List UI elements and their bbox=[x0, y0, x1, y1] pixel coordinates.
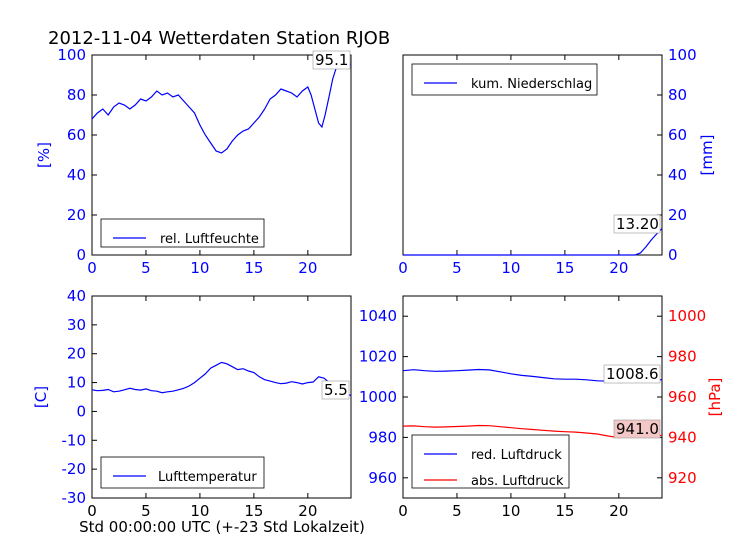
figure-title: 2012-11-04 Wetterdaten Station RJOB bbox=[48, 28, 390, 49]
annotation-box bbox=[312, 50, 351, 70]
y-tick-label-right: 0 bbox=[668, 246, 678, 264]
humidity-ylabel: [%] bbox=[35, 142, 53, 168]
temperature-ylabel: [C] bbox=[32, 386, 50, 408]
x-tick-label: 5 bbox=[452, 502, 462, 520]
y-tick-label: 40 bbox=[67, 166, 86, 184]
legend-label: kum. Niederschlag bbox=[471, 77, 592, 92]
y-tick-label-right: 100 bbox=[668, 46, 697, 64]
y-tick-label: 20 bbox=[67, 345, 86, 363]
y-tick-label: 60 bbox=[67, 126, 86, 144]
y-tick-label-right: 940 bbox=[668, 428, 697, 446]
humidity-panel: 0 5 10 15 20 0 20 40 60 80 100 [%] rel. Luftfeuchte 9… bbox=[35, 46, 352, 277]
x-tick-label: 5 bbox=[452, 259, 462, 277]
x-tick-label: 10 bbox=[190, 259, 209, 277]
figure-xlabel: Std 00:00:00 UTC (+-23 Std Lokalzeit) bbox=[79, 518, 365, 536]
temperature-line bbox=[91, 361, 352, 397]
y-tick-label-right: 980 bbox=[668, 348, 697, 366]
legend-label: abs. Luftdruck bbox=[471, 474, 564, 489]
annotation-box bbox=[613, 214, 661, 234]
y-tick-label: 1020 bbox=[359, 348, 397, 366]
legend-label: red. Luftdruck bbox=[471, 448, 562, 463]
annotation-label: 95.1 bbox=[315, 51, 348, 69]
pressure-panel: 0 5 10 15 20 960 980 1000 1020 1040 920 940 960 980 10… bbox=[359, 295, 724, 520]
humidity-frame bbox=[91, 54, 352, 256]
y-tick-label: 980 bbox=[368, 428, 397, 446]
x-tick-label: 10 bbox=[190, 502, 209, 520]
y-tick-label: 10 bbox=[67, 374, 86, 392]
y-tick-label-right: 60 bbox=[668, 126, 687, 144]
y-tick-label-right: 960 bbox=[668, 388, 697, 406]
y-tick-label: 80 bbox=[67, 86, 86, 104]
y-tick-label: -20 bbox=[62, 460, 87, 478]
y-tick-label: -30 bbox=[62, 489, 87, 507]
annotation-label: 941.0 bbox=[616, 420, 659, 438]
legend-box bbox=[100, 456, 265, 489]
y-tick-label: 40 bbox=[67, 287, 86, 305]
y-tick-label: 1000 bbox=[359, 388, 397, 406]
annotation-label: 1008.6 bbox=[606, 365, 659, 383]
x-tick-label: 0 bbox=[87, 502, 97, 520]
x-tick-label: 10 bbox=[501, 259, 520, 277]
y-tick-label: -10 bbox=[62, 431, 87, 449]
x-tick-label: 5 bbox=[141, 502, 151, 520]
x-tick-label: 0 bbox=[87, 259, 97, 277]
x-tick-label: 15 bbox=[244, 259, 263, 277]
y-tick-label-right: 80 bbox=[668, 86, 687, 104]
y-tick-label: 0 bbox=[76, 402, 86, 420]
x-tick-label: 0 bbox=[398, 259, 408, 277]
x-tick-label: 0 bbox=[398, 502, 408, 520]
legend-box bbox=[411, 434, 570, 489]
legend-label: Lufttemperatur bbox=[158, 470, 257, 485]
annotation-box bbox=[613, 419, 661, 439]
x-tick-label: 5 bbox=[141, 259, 151, 277]
y-tick-label: 100 bbox=[57, 46, 86, 64]
x-tick-label: 20 bbox=[609, 502, 628, 520]
y-tick-label: 20 bbox=[67, 206, 86, 224]
x-tick-label: 15 bbox=[555, 502, 574, 520]
precipitation-line bbox=[403, 228, 663, 256]
precipitation-panel: 0 5 10 15 20 0 20 40 60 80 100 [mm] kum. Niederschla… bbox=[398, 46, 716, 277]
y-tick-label-right: 920 bbox=[668, 469, 697, 487]
legend-label: rel. Luftfeuchte bbox=[160, 232, 259, 247]
x-tick-label: 20 bbox=[298, 259, 317, 277]
y-tick-label: 1040 bbox=[359, 307, 397, 325]
temperature-frame bbox=[91, 295, 352, 499]
annotation-box bbox=[603, 364, 661, 384]
x-tick-label: 10 bbox=[501, 502, 520, 520]
temperature-panel: 0 5 10 15 20 -30 -20 -10 0 10 20 30 40 [C] Lufttempera… bbox=[32, 287, 352, 520]
precipitation-ylabel: [mm] bbox=[698, 135, 716, 176]
y-tick-label-right: 20 bbox=[668, 206, 687, 224]
annotation-label: 13.20 bbox=[616, 215, 659, 233]
legend-box bbox=[100, 218, 265, 248]
pressure-ylabel-right: [hPa] bbox=[706, 378, 724, 417]
x-tick-label: 15 bbox=[555, 259, 574, 277]
x-tick-label: 20 bbox=[609, 259, 628, 277]
legend-box bbox=[411, 63, 598, 96]
y-tick-label: 30 bbox=[67, 316, 86, 334]
x-tick-label: 15 bbox=[244, 502, 263, 520]
y-tick-label: 960 bbox=[368, 469, 397, 487]
annotation-label: 5.5 bbox=[324, 381, 348, 399]
y-tick-label: 0 bbox=[76, 246, 86, 264]
x-tick-label: 20 bbox=[298, 502, 317, 520]
humidity-line bbox=[91, 64, 352, 154]
y-tick-label-right: 40 bbox=[668, 166, 687, 184]
annotation-box bbox=[321, 380, 350, 400]
y-tick-label-right: 1000 bbox=[668, 307, 706, 325]
